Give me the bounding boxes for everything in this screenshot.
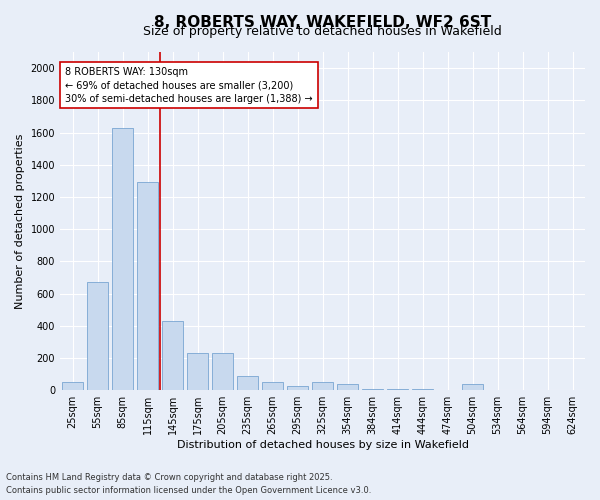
Title: 8, ROBERTS WAY, WAKEFIELD, WF2 6ST: 8, ROBERTS WAY, WAKEFIELD, WF2 6ST <box>154 15 491 30</box>
Text: 8 ROBERTS WAY: 130sqm
← 69% of detached houses are smaller (3,200)
30% of semi-d: 8 ROBERTS WAY: 130sqm ← 69% of detached … <box>65 67 313 104</box>
Bar <box>87 282 108 390</box>
Bar <box>287 386 308 390</box>
Bar <box>337 384 358 390</box>
Text: Contains HM Land Registry data © Crown copyright and database right 2025.
Contai: Contains HM Land Registry data © Crown c… <box>6 474 371 495</box>
Bar <box>162 321 183 390</box>
Bar <box>212 353 233 390</box>
Bar <box>62 382 83 390</box>
Bar <box>387 388 408 390</box>
Text: Size of property relative to detached houses in Wakefield: Size of property relative to detached ho… <box>143 26 502 38</box>
Bar <box>112 128 133 390</box>
Bar <box>187 353 208 390</box>
Bar <box>462 384 483 390</box>
Bar <box>137 182 158 390</box>
Y-axis label: Number of detached properties: Number of detached properties <box>15 134 25 309</box>
X-axis label: Distribution of detached houses by size in Wakefield: Distribution of detached houses by size … <box>176 440 469 450</box>
Bar <box>237 376 258 390</box>
Bar <box>312 382 333 390</box>
Bar <box>262 382 283 390</box>
